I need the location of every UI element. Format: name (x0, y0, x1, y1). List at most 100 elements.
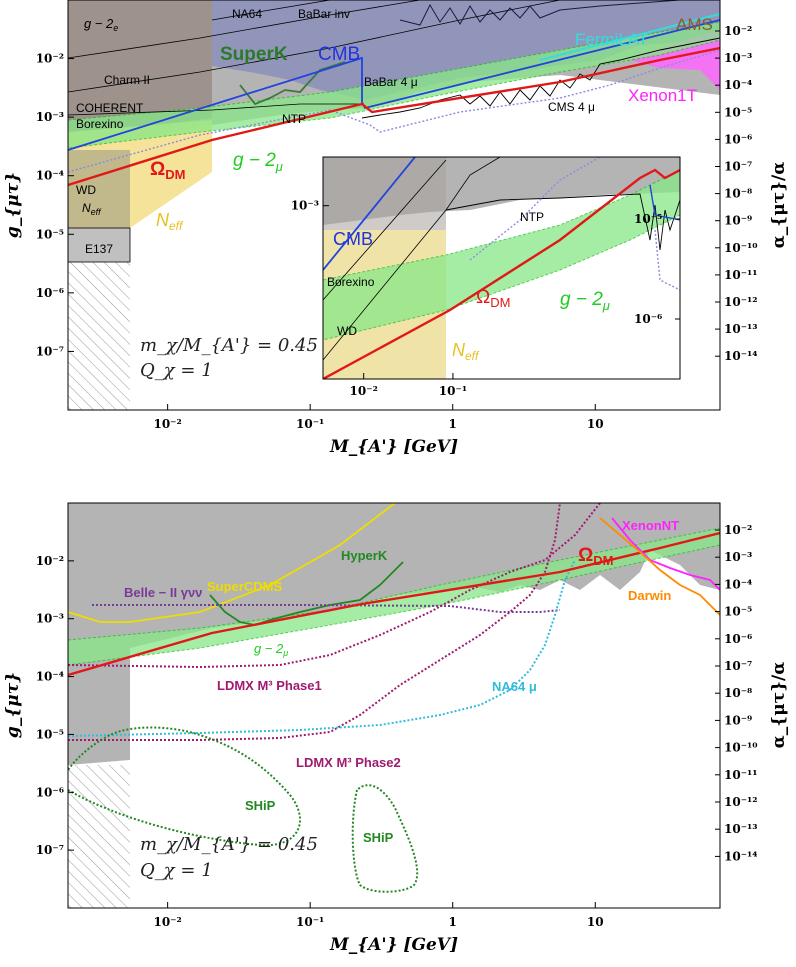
label-ship1: SHiP (245, 798, 276, 813)
bottom-axes-rtick-label-0: 10⁻² (724, 523, 752, 537)
bottom-axes-ytick-label-2: 10⁻⁴ (36, 670, 64, 684)
bottom-axes-rtick-label-3: 10⁻⁵ (724, 605, 752, 619)
top-ylabel: g_{μτ} (3, 172, 23, 238)
cmb-curve (68, 19, 720, 151)
bottom-axes-rtick-label-12: 10⁻¹⁴ (724, 849, 758, 863)
svg-text:Neff: Neff (82, 201, 102, 217)
bottom-axes-rtick-label-4: 10⁻⁶ (724, 632, 752, 646)
inset-frame (322, 156, 681, 380)
inset-axes-xtick-label-0: 10⁻² (350, 384, 378, 398)
label-charm: Charm II (104, 73, 150, 87)
bottom-label-g2mu-sub: μ (282, 648, 288, 658)
supercdms-curve (68, 503, 396, 623)
label-xenonnt: XenonNT (622, 518, 679, 533)
bottom-label-omega: Ω (578, 545, 593, 566)
top-axes-rtick-label-4: 10⁻⁶ (724, 132, 752, 146)
top-axes-rtick-label-11: 10⁻¹³ (724, 322, 758, 336)
top-axes-xtick-label-0: 10⁻² (153, 417, 181, 431)
top-axes-ytick-label-0: 10⁻² (36, 52, 64, 66)
top-axes-rtick-label-3: 10⁻⁵ (724, 105, 752, 119)
inset-label-borexino: Borexino (327, 275, 375, 289)
label-neff: N (156, 210, 170, 230)
label-superk: SuperK (220, 44, 288, 65)
label-neff-sub: eff (169, 219, 184, 233)
ship2-contour (351, 784, 419, 893)
top-axes-ytick-label-4: 10⁻⁶ (36, 286, 64, 300)
label-darwin: Darwin (628, 588, 671, 603)
inset-axes-ytick-label-0: 10⁻³ (291, 199, 319, 213)
top-axes-rtick-label-2: 10⁻⁴ (724, 78, 752, 92)
bottom-label-omega-sub: DM (593, 553, 613, 568)
bottom-axes-xtick-label-0: 10⁻² (153, 915, 181, 929)
label-cms4mu: CMS 4 μ (548, 100, 595, 114)
bottom-label-g2mu: g − 2 (254, 641, 284, 656)
top-axes-rtick-label-9: 10⁻¹¹ (724, 268, 758, 282)
bottom-axes-xtick-label-3: 10 (587, 915, 604, 929)
top-frame (67, 0, 721, 411)
label-na64: NA64 (232, 7, 262, 21)
bottom-annotation-charge: Q_χ = 1 (140, 860, 213, 881)
label-belle: Belle − II γνν (124, 585, 202, 600)
bottom-axes-ytick-label-4: 10⁻⁶ (36, 785, 64, 799)
top-axes-ytick-label-5: 10⁻⁷ (36, 344, 64, 358)
bottom-omega-dm-curve (68, 531, 720, 677)
bottom-ylabel-right: α_{μτ}/α (769, 662, 789, 749)
hatched-region (68, 262, 130, 410)
label-g2mu-sub: μ (275, 159, 283, 174)
svg-text:ΩDM: ΩDM (150, 159, 185, 182)
label-neff-small-sub: eff (91, 207, 103, 217)
inset-label-g2mu-sub: μ (602, 298, 610, 313)
label-ship2: SHiP (363, 830, 394, 845)
bottom-axes-xtick-label-2: 1 (449, 915, 457, 929)
top-axes-rtick-label-0: 10⁻² (724, 24, 752, 38)
bottom-axes-rtick-label-9: 10⁻¹¹ (724, 768, 758, 782)
label-ldmx2: LDMX M³ Phase2 (296, 755, 401, 770)
darwin-curve (599, 517, 720, 616)
label-hyperk: HyperK (341, 548, 388, 563)
e137-region (68, 227, 131, 263)
label-fermilat: FermiLAT (575, 30, 648, 49)
svg-text:Neff: Neff (156, 210, 184, 233)
svg-text:g − 2e: g − 2e (84, 16, 118, 33)
bottom-axes-rtick-label-8: 10⁻¹⁰ (724, 741, 758, 755)
bottom-axes-ytick-label-1: 10⁻³ (36, 612, 64, 626)
na64-babar-region (212, 0, 720, 100)
svg-text:g − 2μ: g − 2μ (560, 289, 610, 313)
inset-label-omega-sub: DM (490, 295, 510, 310)
bottom-axes-rtick-label-6: 10⁻⁸ (724, 686, 752, 700)
bottom-hatched-region (68, 765, 130, 908)
svg-text:ΩDM: ΩDM (476, 287, 510, 310)
bottom-axes-rtick-label-7: 10⁻⁹ (724, 713, 752, 727)
label-neff-small: N (82, 201, 91, 215)
top-axes-rtick-label-5: 10⁻⁷ (724, 160, 752, 174)
label-e137: E137 (85, 242, 113, 256)
top-axes-xtick-label-3: 10 (587, 417, 604, 431)
xenonnt-curve (611, 517, 720, 591)
bottom-axes-rtick-label-1: 10⁻³ (724, 550, 752, 564)
ldmx2-curve (68, 503, 561, 741)
top-axes-xtick-label-2: 1 (449, 417, 457, 431)
label-g2e: g − 2 (84, 16, 114, 31)
bottom-axes-ytick-label-3: 10⁻⁵ (36, 727, 64, 741)
inset-axes: 10⁻² 10⁻¹ 10⁻³ 10⁻⁵ 10⁻⁶ (291, 199, 680, 398)
label-coherent: COHERENT (76, 101, 144, 115)
bottom-axes-rtick-label-5: 10⁻⁷ (724, 659, 752, 673)
inset-cmb-curve (323, 157, 416, 271)
top-ylabel-right: α_{μτ}/α (769, 162, 789, 249)
svg-text:g − 2μ: g − 2μ (233, 150, 283, 174)
inset-omega-curve (323, 168, 680, 379)
bottom-axes-rtick-label-11: 10⁻¹³ (724, 822, 758, 836)
top-xlabel: M_{A'} [GeV] (329, 437, 458, 457)
omega-dm-curve (68, 46, 720, 187)
ldmx1-curve (68, 503, 601, 669)
top-axes-ytick-label-1: 10⁻³ (36, 110, 64, 124)
top-axes-xtick-label-1: 10⁻¹ (296, 417, 324, 431)
bottom-frame (67, 502, 721, 909)
bottom-axes: 10⁻² 10⁻¹ 1 10 10⁻² 10⁻³ 10⁻⁴ 10⁻⁵ 10⁻⁶ 10⁻⁷ 10⁻² 1… (36, 523, 758, 929)
top-annotation-ratio: m_χ/M_{A'} = 0.45 (140, 335, 318, 356)
inset-label-ntp: NTP (520, 210, 544, 224)
label-babar4mu: BaBar 4 μ (364, 75, 418, 89)
ship1-contour (68, 726, 301, 847)
bottom-panel: SuperCDMS HyperK Belle − II γνν g − 2μ L… (3, 502, 789, 955)
